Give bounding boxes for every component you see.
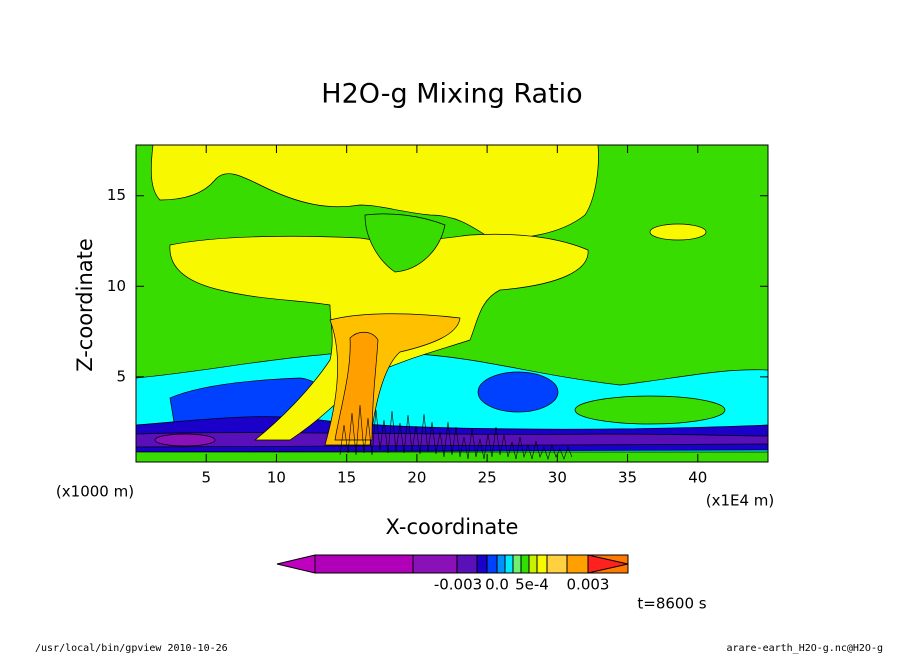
yellow-cell xyxy=(649,223,707,241)
plot-frame xyxy=(135,144,769,463)
x-tick-label: 10 xyxy=(267,469,286,487)
y-tick-label: 15 xyxy=(107,186,126,204)
colorbar-arrow xyxy=(587,554,629,574)
convective-lines xyxy=(339,404,573,461)
colorbar-cell xyxy=(546,554,568,574)
colorbar-arrow xyxy=(276,554,316,574)
green-gap xyxy=(364,213,446,273)
x-axis-label: X-coordinate xyxy=(386,515,519,539)
x-unit-right: (x1E4 m) xyxy=(706,492,775,510)
colorbar-cell xyxy=(476,554,488,574)
x-tick-label: 5 xyxy=(201,469,211,487)
orange-stem xyxy=(334,331,379,441)
x-tick-label: 25 xyxy=(478,469,497,487)
x-tick-label: 15 xyxy=(337,469,356,487)
colorbar-label: 5e-4 xyxy=(515,576,549,594)
contour-field xyxy=(136,145,768,462)
x-tick-label: 30 xyxy=(548,469,567,487)
chart-title: H2O-g Mixing Ratio xyxy=(321,79,582,110)
colorbar-cell xyxy=(486,554,498,574)
colorbar-cell xyxy=(566,554,589,574)
blue-cell xyxy=(477,371,559,413)
colorbar-cell xyxy=(512,554,522,574)
colorbar-cell xyxy=(412,554,458,574)
x-unit-left: (x1000 m) xyxy=(56,483,134,501)
colorbar-cell xyxy=(504,554,514,574)
colorbar-cell xyxy=(496,554,506,574)
x-tick-label: 40 xyxy=(688,469,707,487)
colorbar-cell xyxy=(456,554,478,574)
magenta-cell xyxy=(154,433,216,447)
green-cell xyxy=(574,395,726,425)
annotation: t=8600 s xyxy=(637,595,706,613)
cloud-yellow xyxy=(150,145,599,239)
colorbar-cell xyxy=(536,554,548,574)
footer-right: arare-earth_H2O-g.nc@H2O-g xyxy=(726,643,883,654)
y-tick-label: 10 xyxy=(107,277,126,295)
surface-layer xyxy=(136,451,768,462)
y-axis-label: Z-coordinate xyxy=(73,238,97,372)
colorbar-label: 0.003 xyxy=(567,576,610,594)
colorbar-cell xyxy=(520,554,530,574)
x-tick-label: 20 xyxy=(407,469,426,487)
footer-left: /usr/local/bin/gpview 2010-10-26 xyxy=(35,643,228,654)
y-tick-label: 5 xyxy=(116,367,126,385)
colorbar-label: 0.0 xyxy=(485,576,509,594)
colorbar-cell xyxy=(314,554,414,574)
x-tick-label: 35 xyxy=(618,469,637,487)
colorbar-cell xyxy=(528,554,538,574)
colorbar-label: -0.003 xyxy=(434,576,482,594)
